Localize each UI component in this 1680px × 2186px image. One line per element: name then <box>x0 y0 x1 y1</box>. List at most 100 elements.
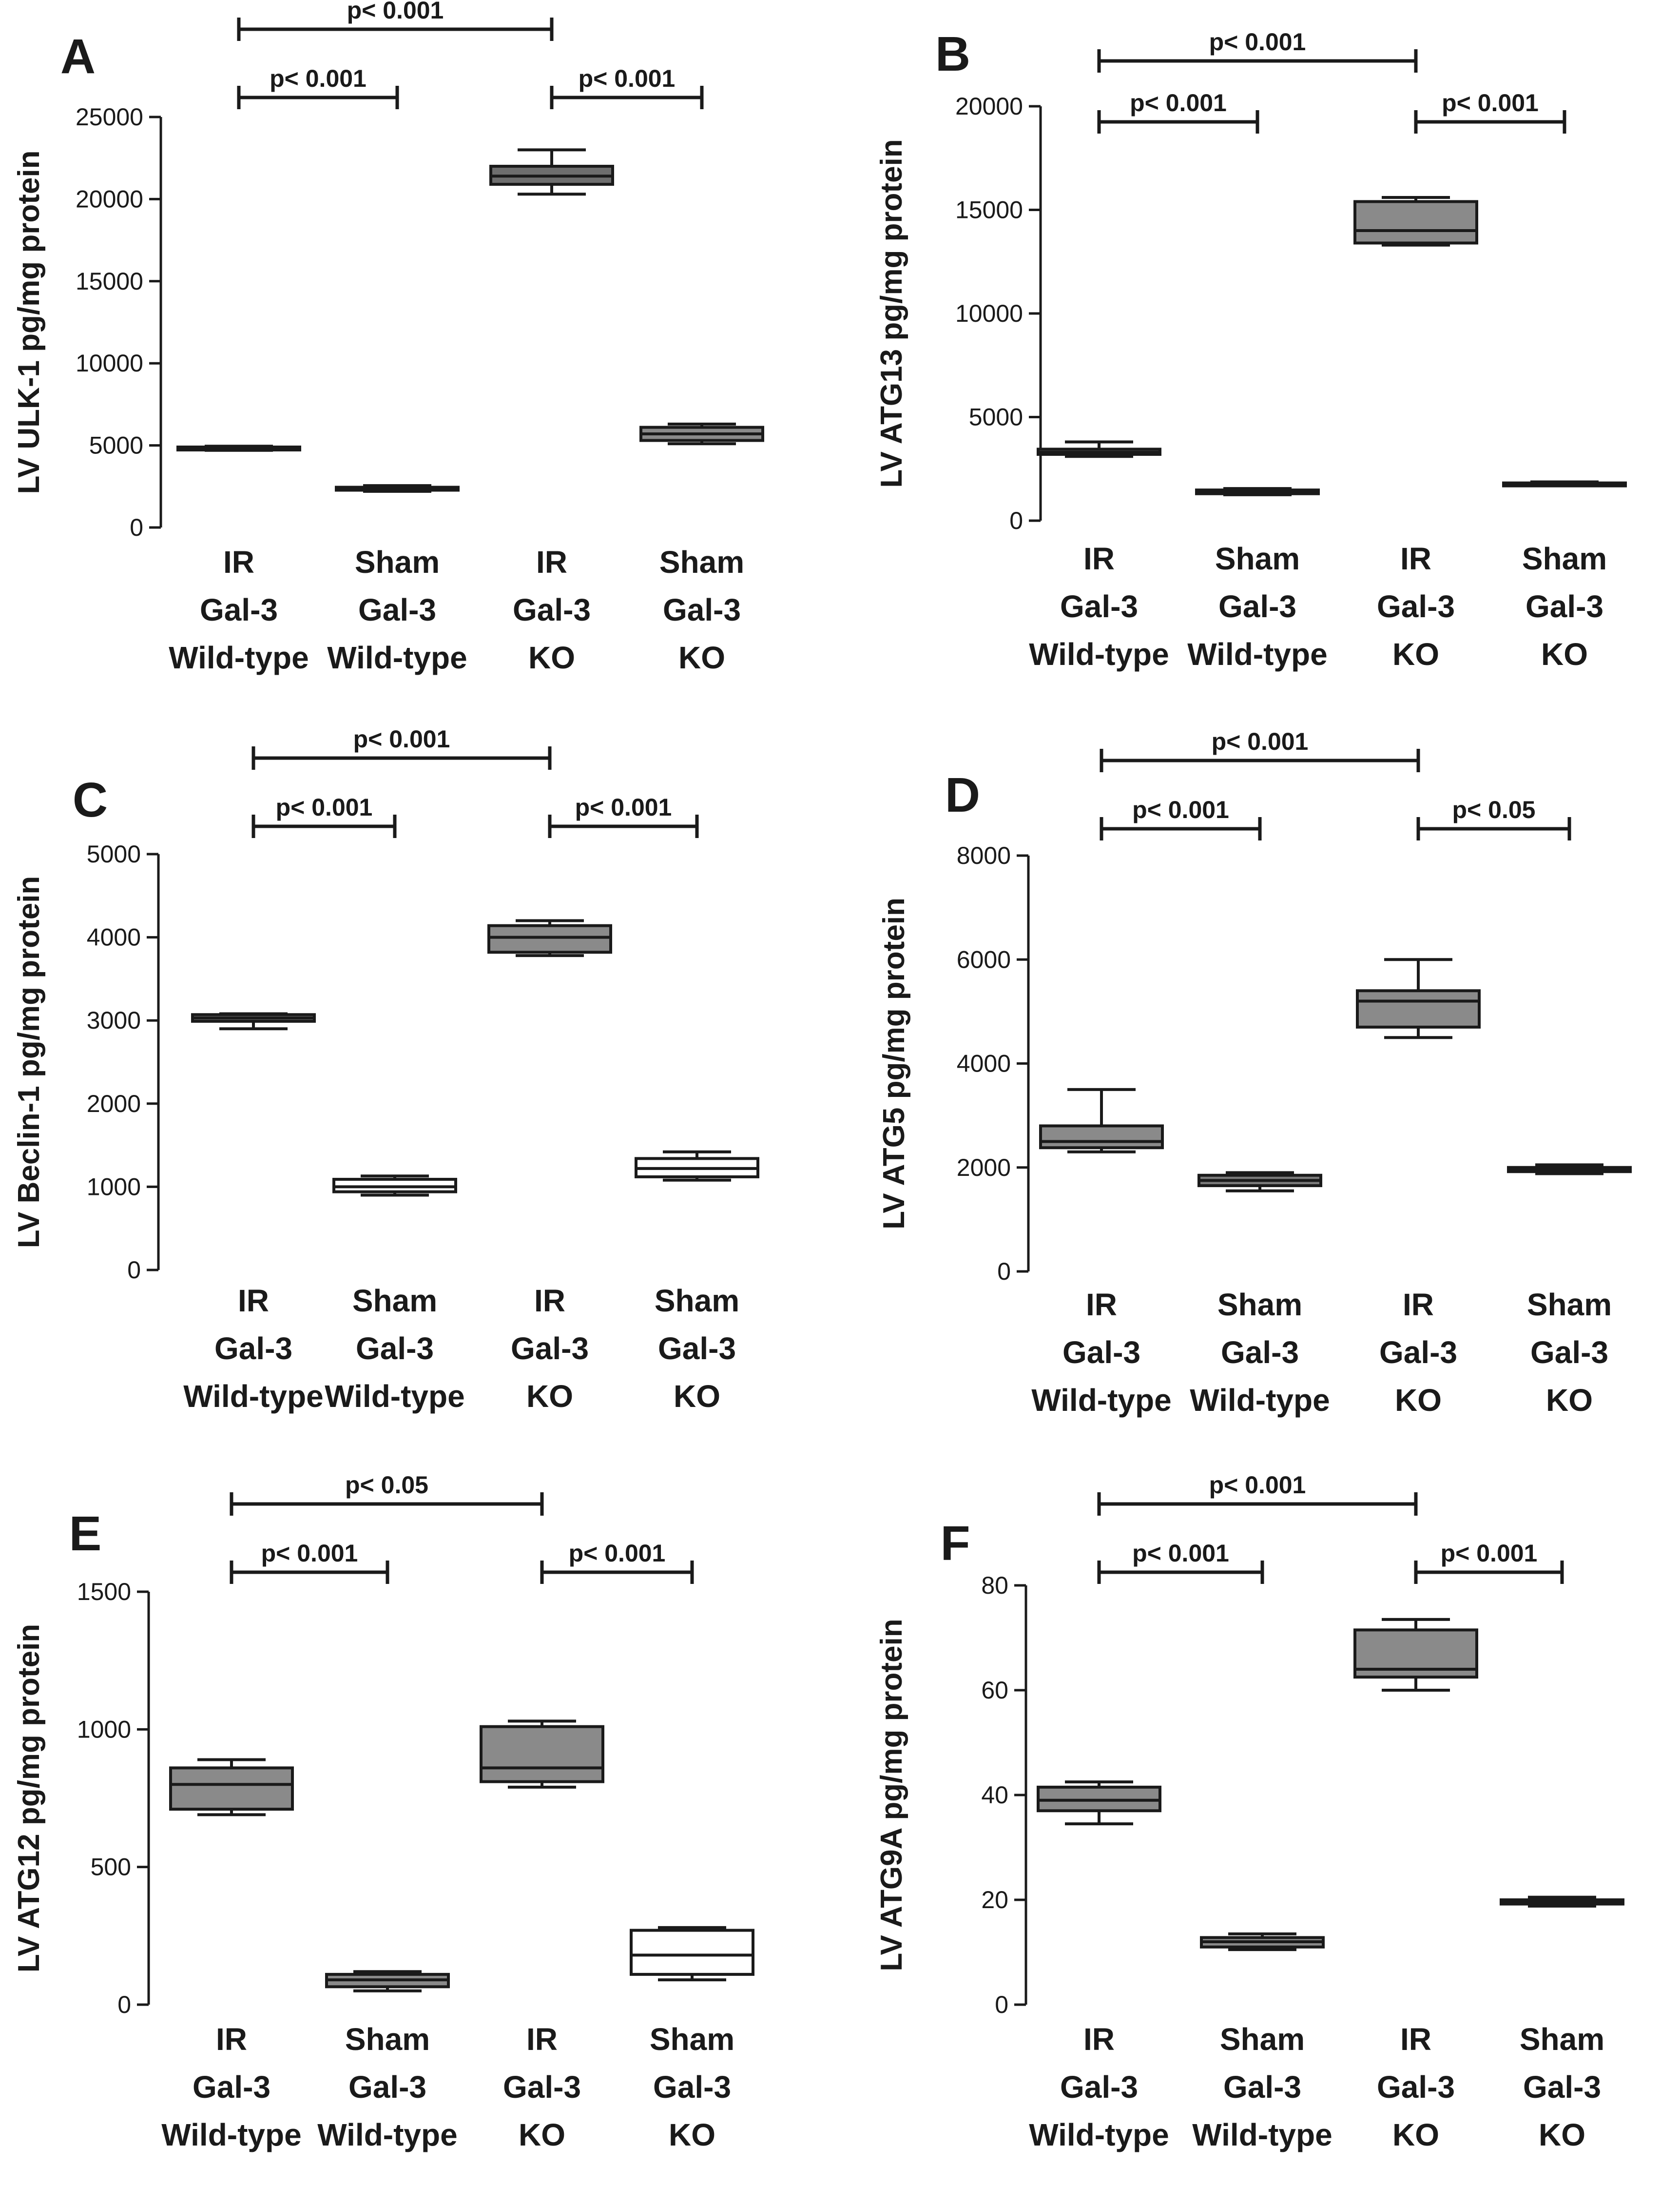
y-tick-label: 6000 <box>957 946 1011 973</box>
box-iqr <box>630 1929 754 1976</box>
category-label: KO <box>1539 2117 1585 2152</box>
box-iqr <box>1353 200 1478 245</box>
category-label: Sham <box>355 545 440 580</box>
y-tick-label: 2000 <box>957 1154 1011 1181</box>
y-tick-label: 1500 <box>77 1578 131 1605</box>
y-tick-label: 20000 <box>955 93 1023 120</box>
category-label: Wild-type <box>1029 2117 1169 2152</box>
category-label: KO <box>678 640 725 675</box>
box-4 <box>1507 1163 1632 1175</box>
p-value-label: p< 0.001 <box>1212 728 1309 755</box>
significance-bracket: p< 0.001 <box>1100 728 1420 772</box>
category-label: Sham <box>352 1283 437 1318</box>
significance-bracket: p< 0.05 <box>230 1471 544 1516</box>
category-label: KO <box>1541 637 1588 672</box>
significance-bracket: p< 0.001 <box>1097 1471 1418 1516</box>
significance-bracket: p< 0.001 <box>1414 1540 1564 1584</box>
y-tick-label: 8000 <box>957 842 1011 869</box>
category-label: Gal-3 <box>1218 589 1296 624</box>
category-label: Gal-3 <box>358 592 436 627</box>
category-label: Gal-3 <box>1060 589 1138 624</box>
category-label: Gal-3 <box>513 592 591 627</box>
box-4 <box>635 1150 759 1182</box>
box-2 <box>325 1970 450 1992</box>
y-tick-label: 0 <box>117 1991 131 2018</box>
box-1 <box>1037 440 1161 458</box>
box-3 <box>1356 958 1481 1039</box>
box-3 <box>489 148 614 196</box>
category-label: Gal-3 <box>1377 2069 1455 2105</box>
y-tick-label: 60 <box>981 1677 1008 1704</box>
category-label: Gal-3 <box>348 2069 426 2105</box>
p-value-label: p< 0.001 <box>1209 1471 1306 1499</box>
category-label: Wild-type <box>183 1379 323 1414</box>
category-label: Wild-type <box>1192 2117 1332 2152</box>
category-label: Wild-type <box>1190 1383 1330 1418</box>
p-value-label: p< 0.001 <box>579 65 676 92</box>
box-4 <box>1500 1895 1624 1908</box>
category-label: IR <box>223 545 254 580</box>
panel-letter: B <box>935 27 970 81</box>
category-label: Gal-3 <box>1530 1335 1608 1370</box>
panel-c: C 0 1000 2000 3000 4000 5000 LV Beclin-1 pg/mg … <box>12 725 759 1414</box>
category-label: Gal-3 <box>214 1331 292 1366</box>
significance-bracket: p< 0.001 <box>251 725 552 770</box>
category-label: KO <box>669 2117 715 2152</box>
box-3 <box>487 919 612 957</box>
category-label: Sham <box>655 1283 739 1318</box>
panel-letter: C <box>73 773 108 827</box>
category-label: IR <box>526 2022 558 2057</box>
y-tick-label: 500 <box>91 1854 131 1881</box>
category-label: Sham <box>650 2022 734 2057</box>
y-tick-label: 0 <box>995 1991 1008 2018</box>
category-label: Gal-3 <box>1062 1335 1140 1370</box>
y-tick-label: 40 <box>981 1781 1008 1809</box>
box-4 <box>1502 480 1627 488</box>
category-label: KO <box>1546 1383 1593 1418</box>
category-label: Sham <box>1522 541 1607 576</box>
y-tick-label: 15000 <box>955 196 1023 224</box>
panel-letter: D <box>945 768 980 822</box>
category-label: KO <box>526 1379 573 1414</box>
category-label: IR <box>536 545 567 580</box>
category-label: Gal-3 <box>1223 2069 1301 2105</box>
p-value-label: p< 0.05 <box>345 1471 428 1499</box>
category-label: Wild-type <box>317 2117 457 2152</box>
significance-bracket: p< 0.001 <box>540 1540 694 1584</box>
p-value-label: p< 0.001 <box>347 0 444 24</box>
p-value-label: p< 0.001 <box>1132 1540 1229 1567</box>
p-value-label: p< 0.001 <box>270 65 367 92</box>
y-tick-label: 5000 <box>89 432 143 459</box>
category-label: Gal-3 <box>1060 2069 1138 2105</box>
category-label: Sham <box>1520 2022 1604 2057</box>
p-value-label: p< 0.001 <box>1442 89 1539 117</box>
significance-bracket: p< 0.001 <box>230 1540 389 1584</box>
y-axis-label: LV ULK-1 pg/mg protein <box>12 151 46 494</box>
y-tick-label: 0 <box>997 1258 1011 1285</box>
y-axis-label: LV ATG13 pg/mg protein <box>875 139 908 488</box>
category-label: Gal-3 <box>356 1331 434 1366</box>
y-axis-label: LV Beclin-1 pg/mg protein <box>12 876 46 1249</box>
p-value-label: p< 0.05 <box>1452 796 1536 823</box>
box-2 <box>335 484 460 493</box>
significance-bracket: p< 0.001 <box>1100 796 1262 840</box>
panel-letter: F <box>940 1516 970 1571</box>
category-label: KO <box>1395 1383 1442 1418</box>
category-label: KO <box>1392 637 1439 672</box>
box-4 <box>630 1926 754 1982</box>
category-label: KO <box>519 2117 565 2152</box>
category-label: Gal-3 <box>1379 1335 1457 1370</box>
category-label: IR <box>1083 541 1115 576</box>
box-3 <box>480 1719 604 1789</box>
significance-bracket: p< 0.001 <box>1097 1540 1264 1584</box>
y-tick-label: 80 <box>981 1572 1008 1599</box>
panel-b: B 0 5000 10000 15000 20000 LV ATG13 pg/mg prot… <box>875 27 1627 672</box>
box-2 <box>1195 487 1320 496</box>
p-value-label: p< 0.001 <box>575 794 672 821</box>
category-label: Gal-3 <box>503 2069 581 2105</box>
y-tick-label: 5000 <box>969 404 1023 431</box>
p-value-label: p< 0.001 <box>261 1540 358 1567</box>
y-axis-label: LV ATG12 pg/mg protein <box>12 1624 46 1972</box>
p-value-label: p< 0.001 <box>353 725 450 753</box>
y-tick-label: 4000 <box>87 924 141 951</box>
